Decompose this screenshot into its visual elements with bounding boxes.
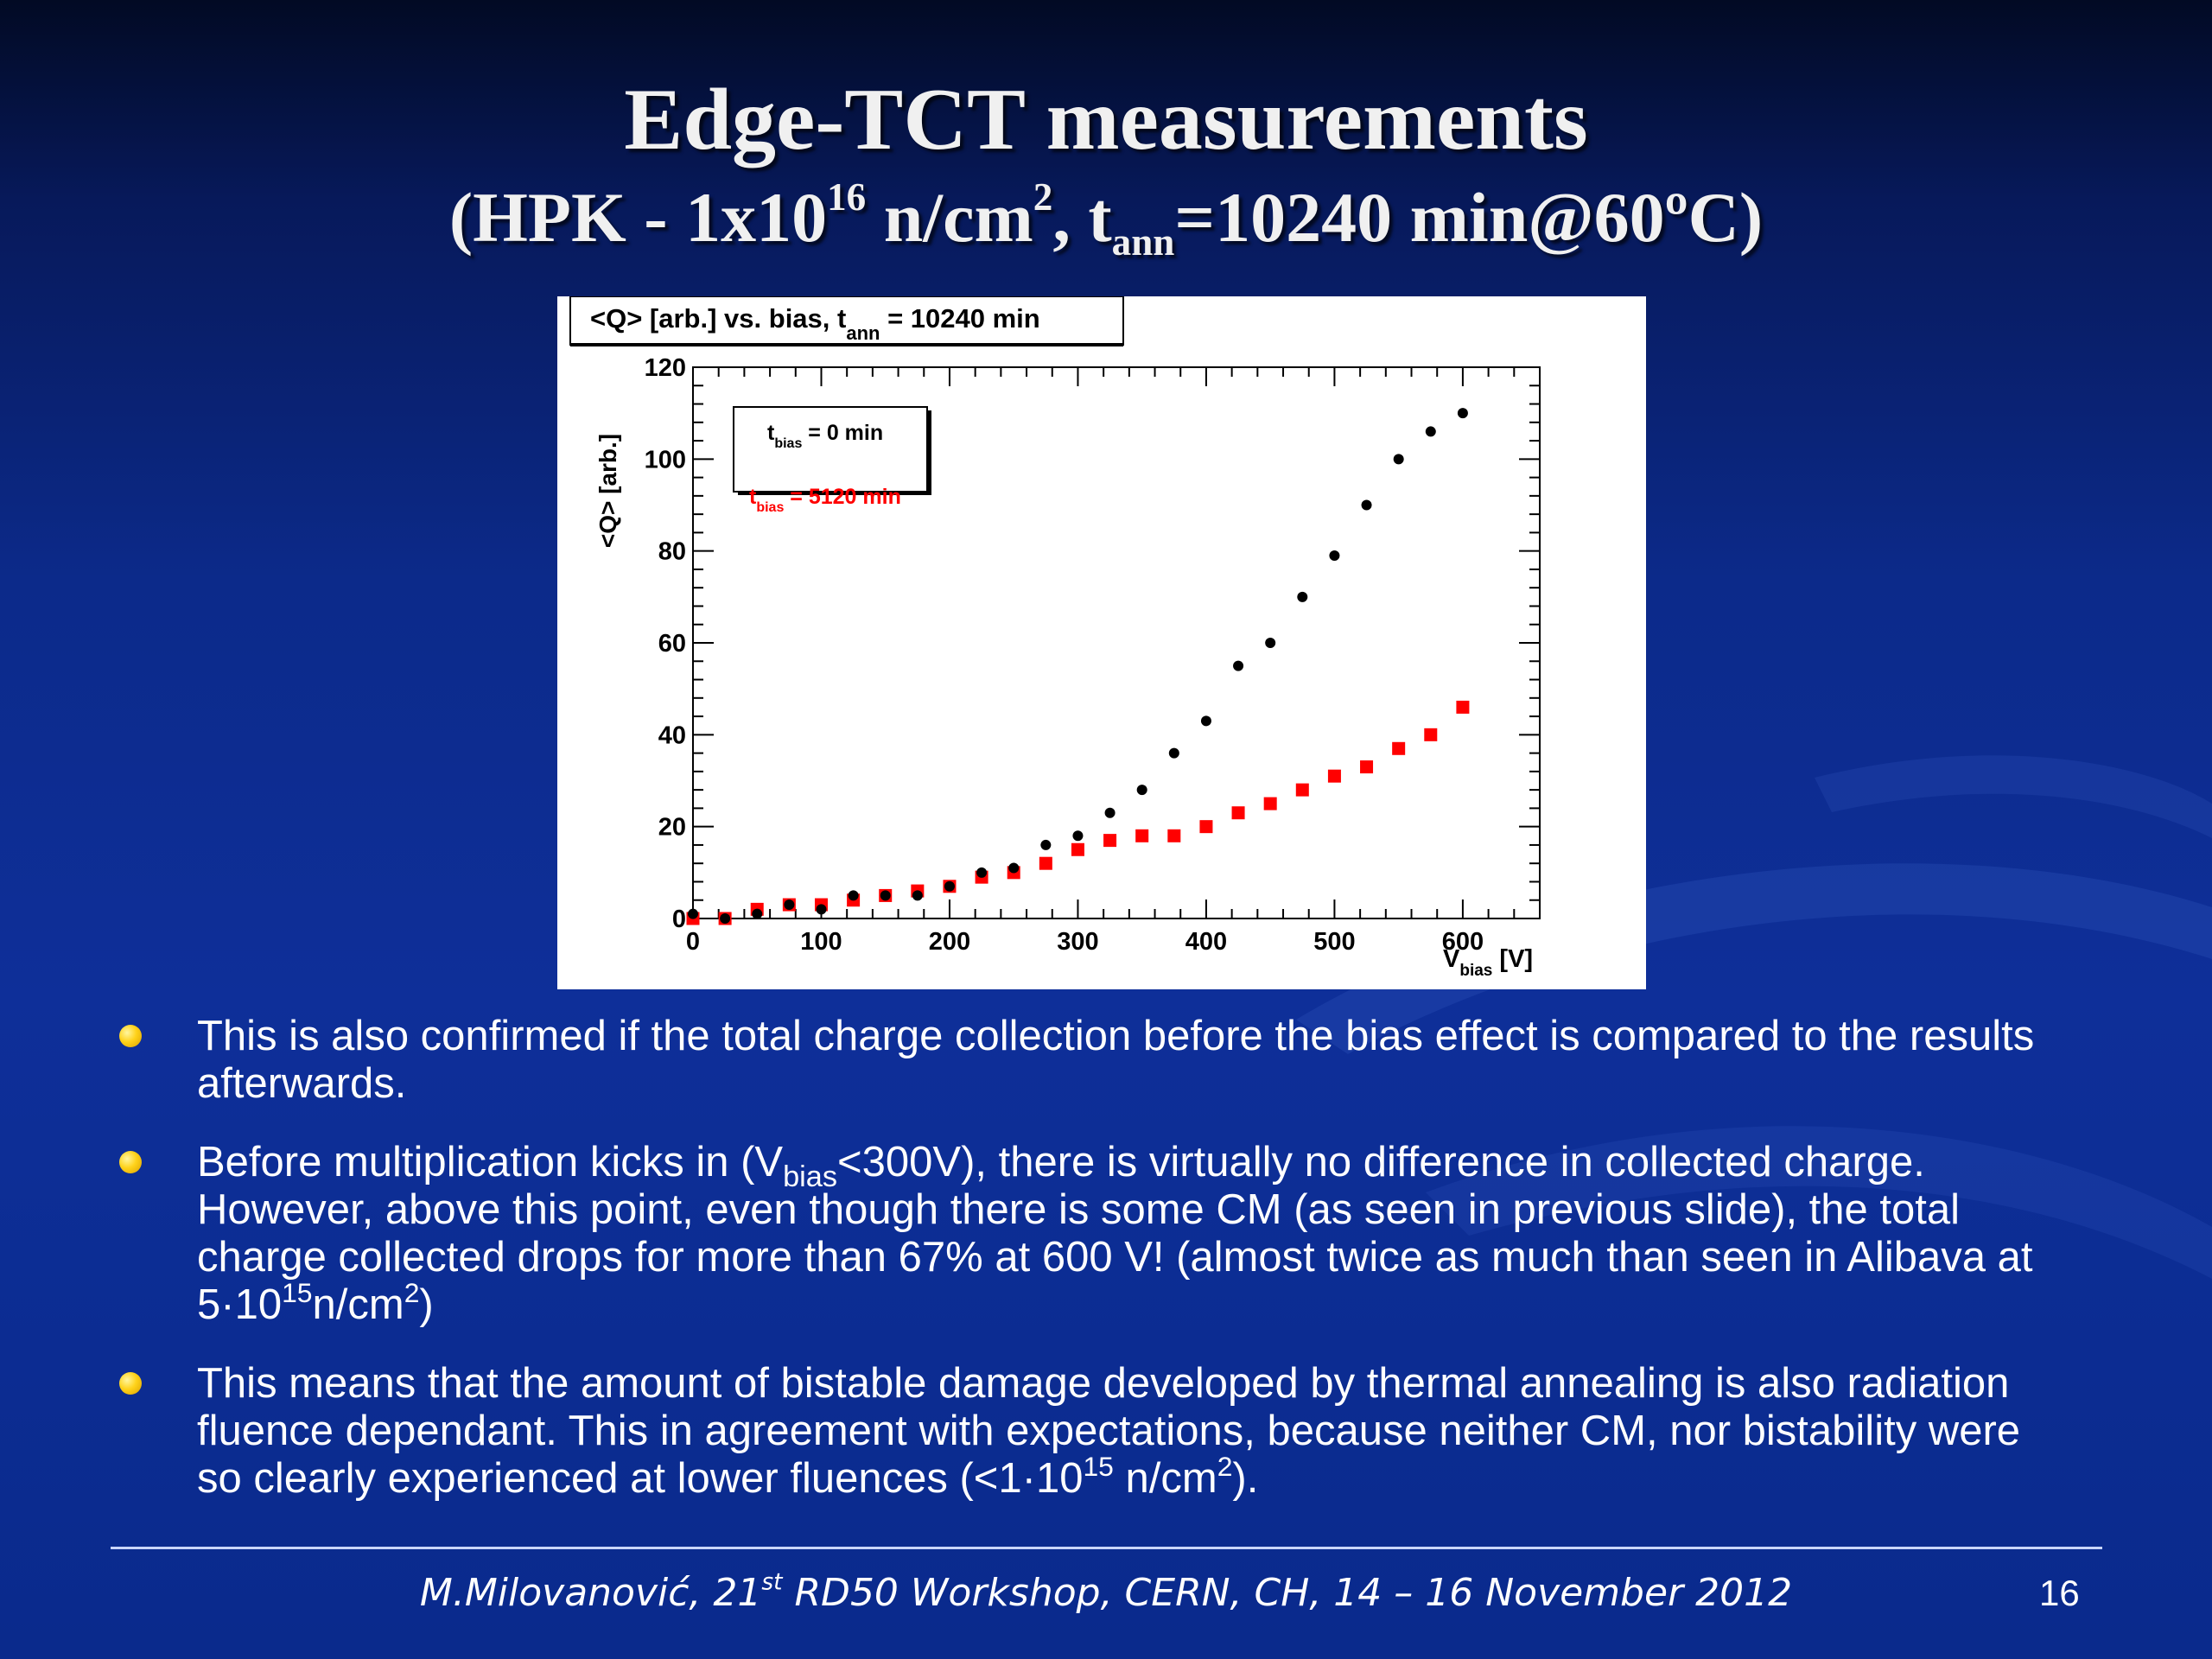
bullet-dot-icon bbox=[119, 1025, 142, 1047]
chart-legend: tbias = 0 min tbias = 5120 min bbox=[733, 406, 931, 515]
series-0-marker bbox=[1168, 747, 1179, 759]
series-0-marker bbox=[1361, 499, 1372, 511]
series-1-marker bbox=[1295, 783, 1309, 797]
series-1-marker bbox=[1103, 834, 1117, 848]
series-0-marker bbox=[880, 890, 891, 901]
chart-title: <Q> [arb.] vs. bias, tann = 10240 min bbox=[590, 303, 1040, 344]
series-1-marker bbox=[1456, 700, 1470, 714]
bullet-list: This is also confirmed if the total char… bbox=[114, 1013, 2067, 1534]
series-0-marker bbox=[1393, 454, 1404, 465]
series-0-marker bbox=[752, 908, 763, 919]
series-1-marker bbox=[1327, 769, 1341, 783]
x-tick-label: 0 bbox=[686, 928, 700, 956]
page-number: 16 bbox=[2039, 1573, 2080, 1613]
bullet-text: ) bbox=[419, 1281, 434, 1328]
y-tick-label: 20 bbox=[658, 814, 686, 842]
series-1-marker bbox=[1039, 856, 1052, 870]
series-0-marker bbox=[1072, 830, 1084, 842]
series-1-marker bbox=[1360, 760, 1374, 774]
series-1-marker bbox=[1167, 829, 1181, 842]
chart-svg: <Q> [arb.] vs. bias, tann = 10240 min 0 1… bbox=[569, 296, 1541, 980]
y-tick-label: 40 bbox=[658, 721, 686, 749]
bullet-text: n/cm bbox=[1113, 1455, 1217, 1502]
y-tick-label: 100 bbox=[645, 446, 686, 474]
bullet-text: 2 bbox=[1217, 1450, 1233, 1482]
series-1-marker bbox=[1392, 741, 1406, 755]
series-0-marker bbox=[784, 899, 795, 911]
series-0-marker bbox=[1265, 638, 1276, 648]
footer-credit: M.Milovanović, 21st RD50 Workshop, CERN,… bbox=[419, 1568, 1793, 1615]
series-0-marker bbox=[1040, 839, 1052, 850]
series-0-marker bbox=[720, 913, 731, 924]
bullet-text: 2 bbox=[404, 1276, 420, 1308]
x-tick-label: 500 bbox=[1313, 928, 1355, 956]
series-0-marker bbox=[912, 890, 923, 901]
series-0-marker bbox=[1104, 807, 1116, 818]
x-tick-label: 600 bbox=[1442, 928, 1484, 956]
footer-divider bbox=[111, 1547, 2102, 1549]
bullet-item: This is also confirmed if the total char… bbox=[114, 1013, 2067, 1108]
bullet-item: Before multiplication kicks in (Vbias<30… bbox=[114, 1139, 2067, 1329]
y-tick-label: 80 bbox=[658, 538, 686, 566]
series-0-marker bbox=[1233, 660, 1244, 671]
legend-entry-0: tbias = 0 min bbox=[767, 421, 883, 451]
series-0-marker bbox=[1329, 550, 1340, 561]
series-0-marker bbox=[848, 890, 859, 901]
series-0-marker bbox=[1200, 715, 1211, 727]
bullet-dot-icon bbox=[119, 1151, 142, 1173]
legend-entry-1: tbias = 5120 min bbox=[749, 485, 901, 515]
slide-title: Edge-TCT measurements bbox=[624, 71, 1588, 168]
bullet-text: This means that the amount of bistable d… bbox=[197, 1360, 2021, 1502]
series-1-marker bbox=[1424, 728, 1438, 741]
bullet-text: <300V), there is virtually no difference… bbox=[197, 1139, 2033, 1328]
slide-subtitle: (HPK - 1x1016 n/cm2, tann=10240 min@60ºC… bbox=[448, 175, 1764, 264]
bullet-text: This is also confirmed if the total char… bbox=[197, 1013, 2035, 1107]
x-tick-label: 200 bbox=[929, 928, 970, 956]
series-0-marker bbox=[1425, 426, 1436, 437]
series-0-marker bbox=[816, 904, 827, 915]
series-0-marker bbox=[976, 867, 988, 878]
x-tick-label: 300 bbox=[1057, 928, 1098, 956]
series-1-marker bbox=[1071, 842, 1084, 856]
series-0-marker bbox=[944, 880, 955, 892]
series-0-marker bbox=[1136, 785, 1147, 796]
chart-panel: <Q> [arb.] vs. bias, tann = 10240 min 0 1… bbox=[557, 296, 1646, 989]
series-0-marker bbox=[1457, 408, 1468, 419]
bullet-text: 15 bbox=[282, 1276, 313, 1308]
series-0-marker bbox=[1297, 591, 1308, 602]
x-tick-label: 400 bbox=[1185, 928, 1227, 956]
series-1-marker bbox=[1263, 797, 1277, 810]
bullet-item: This means that the amount of bistable d… bbox=[114, 1360, 2067, 1503]
chart-title-box: <Q> [arb.] vs. bias, tann = 10240 min bbox=[569, 296, 1124, 346]
series-1-marker bbox=[1135, 829, 1149, 842]
bullet-text: ). bbox=[1232, 1455, 1259, 1502]
y-tick-label: 0 bbox=[672, 906, 686, 933]
bullet-text: n/cm bbox=[312, 1281, 404, 1328]
series-0-marker bbox=[688, 908, 698, 919]
x-tick-label: 100 bbox=[800, 928, 842, 956]
bullet-text: Before multiplication kicks in (V bbox=[197, 1139, 784, 1185]
x-axis-label: Vbias [V] bbox=[1443, 945, 1533, 980]
series-1-marker bbox=[1231, 806, 1245, 820]
y-tick-label: 60 bbox=[658, 630, 686, 658]
bullet-text: 15 bbox=[1083, 1450, 1114, 1482]
series-0-marker bbox=[1008, 862, 1020, 874]
series-1-marker bbox=[1199, 820, 1213, 834]
bullet-dot-icon bbox=[119, 1372, 142, 1395]
y-axis-label: <Q> [arb.] bbox=[594, 434, 621, 548]
y-tick-label: 120 bbox=[645, 354, 686, 382]
